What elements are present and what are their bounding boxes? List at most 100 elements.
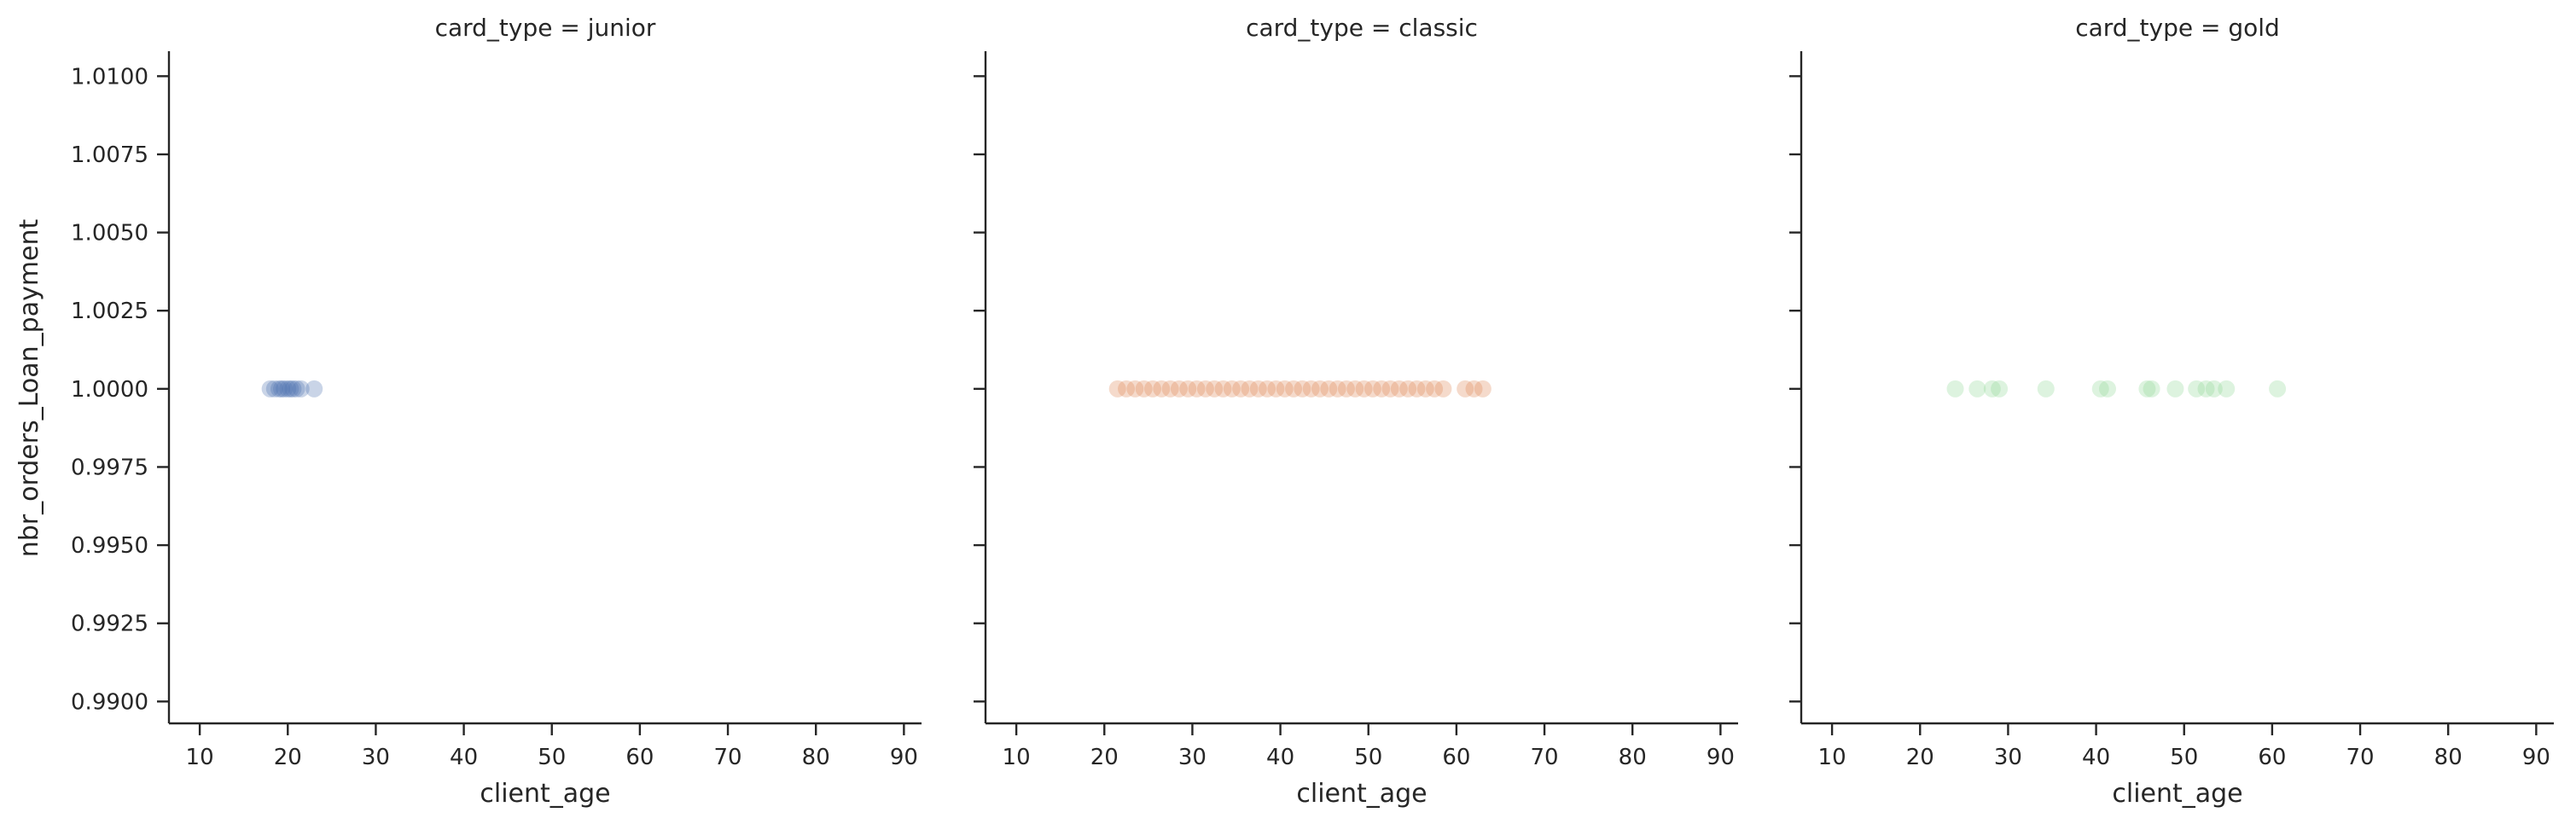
y-tick-label: 0.9950 [71,533,148,559]
scatter-point [1465,380,1483,398]
scatter-point [1399,380,1417,398]
scatter-point [1241,380,1259,398]
scatter-point [1329,380,1346,398]
x-tick-label: 60 [1442,745,1470,770]
x-tick-label: 10 [1003,745,1031,770]
facet-panel: card_type = gold 10 20 30 40 50 60 70 80 90 client… [1789,14,2554,809]
scatter-point [1408,380,1426,398]
x-tick-label: 70 [714,745,742,770]
x-tick-label: 60 [625,745,654,770]
x-tick-label: 40 [450,745,478,770]
scatter-point [2037,380,2055,398]
x-tick-label: 20 [1906,745,1934,770]
facets: card_type = junior 0.9900 0.9925 0.9950 0.99… [71,14,2554,809]
x-tick-label: 90 [1707,745,1735,770]
x-tick-label: 30 [1178,745,1207,770]
x-tick-label: 20 [1090,745,1119,770]
scatter-point [261,380,279,398]
y-tick-label: 1.0050 [71,221,148,247]
scatter-point [1355,380,1373,398]
x-tick-label: 30 [362,745,390,770]
scatter-point [1457,380,1474,398]
scatter-point [2166,380,2184,398]
scatter-point [273,380,291,398]
scatter-point [1161,380,1179,398]
scatter-point [1153,380,1171,398]
scatter-point [1223,380,1241,398]
scatter-point [1474,380,1492,398]
scatter-point [1426,380,1444,398]
scatter-point [1179,380,1197,398]
scatter-point [2143,380,2160,398]
x-tick-label: 10 [186,745,214,770]
x-tick-label: 90 [890,745,918,770]
scatter-point [1434,380,1452,398]
scatter-point [1135,380,1153,398]
x-tick-label: 80 [2434,745,2463,770]
scatter-point [284,380,302,398]
scatter-point [282,380,299,398]
x-tick-label: 20 [274,745,302,770]
scatter-point [1311,380,1329,398]
scatter-point [276,380,294,398]
scatter-point [1126,380,1144,398]
facet-panel: card_type = junior 0.9900 0.9925 0.9950 0.99… [71,14,922,809]
x-tick-label: 70 [2346,745,2375,770]
facet-title: card_type = classic [1246,14,1478,42]
y-tick-label: 1.0025 [71,299,148,324]
y-axis-label: nbr_orders_Loan_payment [15,218,44,557]
scatter-point [2197,380,2215,398]
scatter-point [1320,380,1338,398]
y-tick-label: 1.0100 [71,64,148,90]
facet-title: card_type = gold [2075,14,2280,42]
x-tick-label: 10 [1818,745,1846,770]
scatter-point [1364,380,1381,398]
x-axis-label: client_age [1296,779,1427,809]
x-tick-label: 50 [1354,745,1382,770]
scatter-point [1337,380,1355,398]
scatter-point [1946,380,1964,398]
y-tick-label: 1.0000 [71,377,148,403]
y-tick-label: 0.9925 [71,612,148,637]
scatter-point [265,380,283,398]
y-tick-label: 0.9900 [71,689,148,715]
scatter-point [1206,380,1224,398]
x-tick-label: 30 [1994,745,2022,770]
x-tick-label: 80 [802,745,830,770]
scatter-point [1294,380,1311,398]
y-tick-label: 1.0075 [71,142,148,168]
facet-panel: card_type = classic 10 20 30 40 50 60 70 80 90 cli… [974,14,1738,809]
scatter-point [292,380,310,398]
scatter-point [2188,380,2206,398]
scatter-point [1968,380,1986,398]
x-axis-label: client_age [480,779,610,809]
scatter-point [1381,380,1399,398]
scatter-point [1267,380,1285,398]
scatter-point [2138,380,2156,398]
scatter-point [1144,380,1161,398]
scatter-point [288,380,305,398]
y-tick-label: 0.9975 [71,455,148,480]
scatter-point [1214,380,1232,398]
scatter-point [1983,380,2001,398]
scatter-point [1188,380,1206,398]
scatter-point [2098,380,2116,398]
scatter-point [1259,380,1276,398]
x-tick-label: 90 [2522,745,2550,770]
x-axis-label: client_age [2112,779,2242,809]
scatter-point [1118,380,1136,398]
scatter-point [1416,380,1434,398]
x-tick-label: 50 [2170,745,2198,770]
scatter-point [1285,380,1303,398]
x-tick-label: 40 [1266,745,1294,770]
scatter-point [270,380,288,398]
x-tick-label: 80 [1619,745,1647,770]
scatter-point [1249,380,1267,398]
x-tick-label: 50 [538,745,566,770]
x-tick-label: 70 [1531,745,1559,770]
scatter-point [2205,380,2223,398]
scatter-point [2269,380,2287,398]
scatter-point [1991,380,2009,398]
x-tick-label: 40 [2082,745,2110,770]
